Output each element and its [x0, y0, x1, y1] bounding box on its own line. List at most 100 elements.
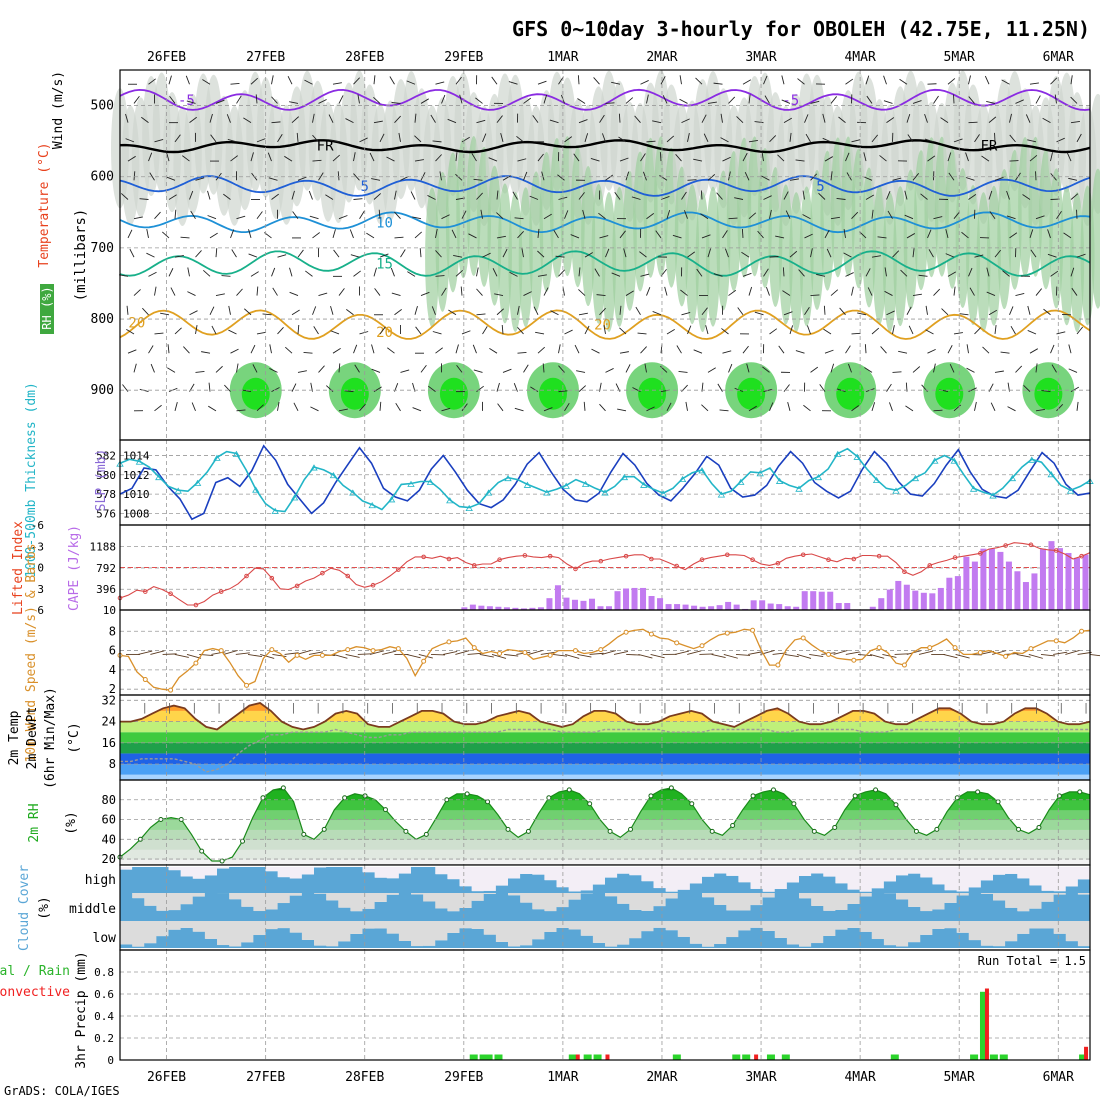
wind-barb	[1035, 95, 1041, 104]
cloud-gap	[944, 867, 958, 891]
top-date-label: 4MAR	[844, 50, 875, 65]
cloud-gap	[896, 893, 909, 900]
cloud-gap	[1065, 921, 1079, 942]
wind-barb	[1015, 99, 1024, 104]
wind-barb	[1050, 152, 1053, 162]
cloud-bar	[774, 937, 788, 948]
wind-barb	[830, 216, 840, 220]
cloud-bar	[1077, 894, 1091, 921]
thickness-marker	[446, 497, 454, 504]
cloud-level-label: high	[85, 873, 116, 888]
wind-barb	[373, 267, 377, 277]
wind-barb	[167, 367, 176, 373]
cloud-bar	[980, 945, 994, 948]
rh-marker	[995, 799, 1001, 805]
wind-barb	[933, 363, 936, 373]
wind-barb	[826, 248, 832, 258]
cape-bar	[997, 551, 1004, 610]
wind-barb	[378, 209, 381, 219]
cloud-bar	[762, 930, 776, 948]
wind-barb	[924, 113, 928, 123]
wind-barb	[965, 152, 969, 162]
wind-barb	[660, 76, 666, 85]
cape-bar	[1022, 582, 1029, 610]
wind-barb	[1076, 133, 1082, 143]
cloud-bar	[786, 944, 800, 948]
wind-barb	[564, 329, 573, 335]
wind-barb	[236, 288, 243, 296]
wind-barb	[781, 99, 791, 104]
wind-barb	[974, 254, 984, 258]
dewpoint-line	[120, 728, 1090, 773]
cloud-gap	[544, 867, 557, 881]
wind-barb	[174, 134, 181, 143]
surface-wind-barb	[235, 652, 250, 655]
wind-barb	[707, 101, 717, 104]
cape-tick: 792	[96, 562, 116, 575]
wind-barb	[496, 235, 506, 239]
cloud-bar	[180, 876, 194, 893]
cloud-gap	[471, 921, 485, 929]
rh-marker	[464, 791, 470, 797]
surface-wind-barb	[430, 653, 446, 656]
cloud-bar	[920, 934, 933, 948]
wind-barb	[154, 211, 161, 220]
wind-barb	[1056, 404, 1064, 412]
wind-barb	[291, 190, 295, 200]
precip-total-bar	[766, 1054, 775, 1060]
wind-barb	[414, 231, 422, 239]
slp-tick: 1012	[123, 469, 150, 482]
cape-bar	[818, 591, 825, 610]
cloud-bar	[544, 911, 557, 921]
wind-barb	[687, 251, 696, 258]
wind-barb	[354, 364, 360, 373]
wind-barb	[1009, 134, 1016, 143]
cape-bar	[1014, 571, 1021, 610]
cloud-bar	[592, 942, 606, 948]
cloud-gap	[835, 867, 848, 884]
wind-barb	[646, 287, 651, 296]
cloud-gap	[277, 867, 291, 878]
wind-barb	[1009, 306, 1014, 315]
rh-blob	[695, 192, 710, 333]
cape-bar	[1031, 573, 1038, 610]
cloud-bar	[847, 927, 861, 948]
wind-barb	[762, 366, 770, 373]
lifted-index-marker	[775, 560, 781, 566]
cape-bar	[571, 599, 578, 610]
wind-barb	[318, 365, 325, 373]
lifted-index-marker	[1003, 543, 1008, 548]
cloud-bar	[156, 867, 169, 893]
rh-blob	[986, 185, 1001, 326]
cloud-bar	[726, 875, 739, 893]
wind-barb	[737, 307, 744, 316]
rh-marker	[280, 785, 286, 791]
wind-barb	[966, 344, 969, 354]
cloud-bar	[993, 946, 1006, 948]
cloud-bar	[871, 939, 885, 948]
wind-barb	[968, 96, 975, 104]
wind-barb	[195, 325, 198, 335]
contour-label: 20	[128, 316, 145, 332]
cape-bar	[640, 587, 647, 610]
wind-speed-marker	[1028, 646, 1034, 652]
cloud-bar	[398, 940, 412, 948]
thickness-marker	[989, 492, 997, 499]
thickness-marker	[368, 501, 376, 509]
wind-barb	[927, 229, 932, 239]
rh-blob	[903, 169, 918, 310]
thickness-tick: 578	[96, 488, 116, 501]
cape-bar	[597, 606, 604, 610]
wind-barb	[242, 389, 252, 393]
wind-barb	[823, 328, 832, 335]
cloud-gap	[677, 921, 691, 937]
rh-blob	[1049, 168, 1064, 309]
wind-speed-marker	[142, 677, 148, 683]
cloud-bar	[835, 929, 848, 948]
cloud-bar	[132, 867, 145, 893]
wind-barb	[353, 270, 361, 277]
wind-barb	[497, 403, 504, 412]
cloud-bar	[871, 888, 885, 893]
wind-barb	[371, 178, 381, 181]
wind-barb	[741, 228, 744, 238]
